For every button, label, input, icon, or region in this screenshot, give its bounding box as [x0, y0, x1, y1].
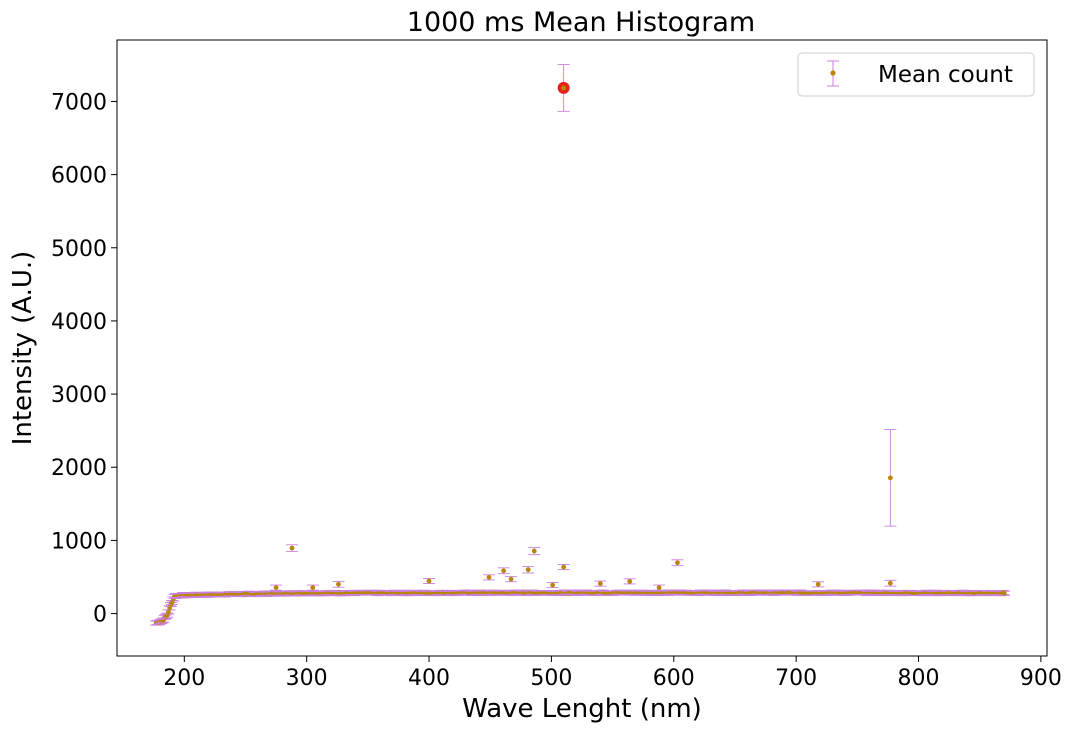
legend-marker — [830, 70, 836, 76]
data-point — [306, 584, 319, 591]
data-point — [557, 564, 570, 571]
x-tick-label: 900 — [1020, 666, 1062, 691]
data-point — [884, 429, 897, 527]
x-tick-label: 600 — [653, 666, 695, 691]
peak-point — [557, 64, 570, 112]
x-axis-label: Wave Lenght (nm) — [462, 694, 702, 724]
data-point — [528, 546, 541, 556]
x-tick-label: 800 — [898, 666, 940, 691]
legend: Mean count — [797, 52, 1035, 97]
data-point — [285, 544, 298, 552]
y-tick-label: 0 — [93, 603, 107, 628]
data-point — [671, 559, 684, 567]
x-tick-label: 400 — [408, 666, 450, 691]
x-tick-label: 300 — [286, 666, 328, 691]
y-tick-label: 3000 — [51, 383, 107, 408]
data-point — [653, 584, 666, 591]
data-point — [423, 578, 436, 585]
y-tick-label: 1000 — [51, 529, 107, 554]
data-point — [594, 580, 607, 587]
y-tick-label: 2000 — [51, 456, 107, 481]
legend-box — [797, 52, 1035, 97]
x-tick-label: 500 — [530, 666, 572, 691]
y-tick-label: 4000 — [51, 310, 107, 335]
data-point — [546, 582, 559, 589]
y-axis-label: Intensity (A.U.) — [8, 251, 38, 446]
y-axis: 0 1000 2000 3000 4000 5000 6000 7000 — [51, 90, 117, 628]
data-point — [884, 579, 897, 587]
baseline-point — [998, 590, 1011, 596]
x-tick-label: 200 — [163, 666, 205, 691]
data-point — [332, 580, 345, 588]
data-point — [623, 578, 636, 585]
data-point — [270, 584, 283, 591]
legend-label: Mean count — [878, 62, 1013, 88]
y-tick-label: 7000 — [51, 90, 107, 115]
chart-title: 1000 ms Mean Histogram — [407, 7, 755, 38]
y-tick-label: 5000 — [51, 237, 107, 262]
data-point — [483, 574, 495, 581]
x-axis: 200 300 400 500 600 700 800 900 — [163, 656, 1062, 691]
x-tick-label: 700 — [775, 666, 817, 691]
data-point — [522, 565, 535, 574]
data-point — [497, 567, 510, 575]
y-tick-label: 6000 — [51, 164, 107, 189]
data-point — [505, 576, 518, 583]
data-point — [812, 581, 825, 588]
plot-area-frame — [116, 39, 1048, 657]
